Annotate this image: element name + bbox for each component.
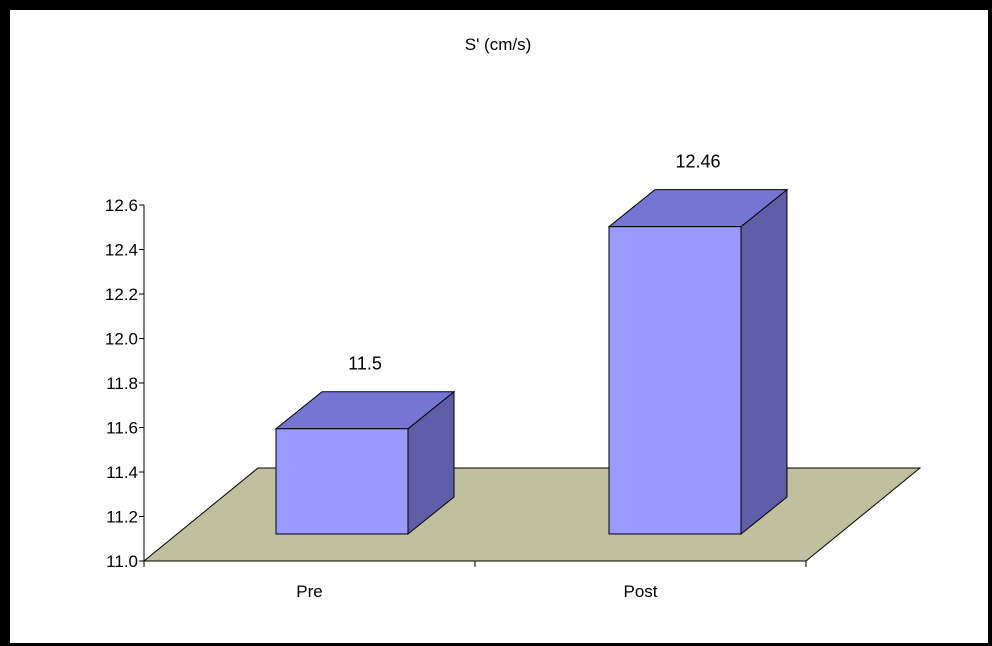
- chart-floor: [142, 467, 922, 562]
- bar-value-label: 11.5: [348, 354, 382, 374]
- y-tick-label: 11.0: [106, 552, 138, 571]
- bar: [608, 226, 742, 535]
- bar-side-face: [740, 188, 788, 536]
- bar-value-label: 12.46: [675, 152, 720, 172]
- y-tick-label: 11.6: [106, 419, 138, 438]
- x-tick-label: Pre: [296, 582, 322, 601]
- y-tick-label: 11.4: [106, 463, 138, 482]
- chart-title: S' (cm/s): [465, 35, 532, 54]
- y-tick-label: 12.4: [105, 241, 138, 260]
- y-tick-label: 12.0: [105, 330, 138, 349]
- y-tick-label: 12.2: [105, 285, 138, 304]
- y-tick-label: 11.8: [106, 374, 138, 393]
- y-tick-label: 12.6: [105, 196, 138, 215]
- x-tick-label: Post: [623, 582, 657, 601]
- bar: [275, 428, 409, 535]
- y-tick-label: 11.2: [106, 508, 138, 527]
